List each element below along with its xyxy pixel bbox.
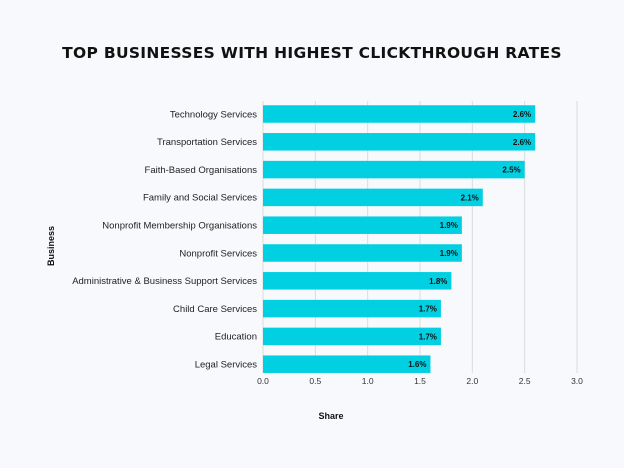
x-tick-label: 1.0	[362, 376, 374, 386]
value-label: 1.7%	[419, 332, 437, 341]
bar	[263, 133, 536, 151]
x-tick-label: 0.5	[309, 376, 321, 386]
value-label: 2.1%	[461, 193, 479, 202]
y-axis-title: Business	[46, 226, 56, 266]
value-label: 2.5%	[502, 166, 520, 175]
bar	[263, 160, 525, 179]
bars	[263, 105, 536, 373]
value-label: 1.9%	[440, 221, 458, 230]
x-tick-label: 3.0	[571, 376, 583, 386]
x-tick-label: 0.0	[257, 376, 269, 386]
bar	[263, 299, 441, 318]
category-label: Education	[215, 332, 257, 343]
value-label: 1.6%	[408, 360, 426, 369]
bar	[263, 355, 431, 373]
category-label: Legal Services	[195, 360, 258, 371]
category-label: Child Care Services	[173, 304, 257, 315]
value-label: 1.9%	[440, 249, 458, 258]
category-label: Nonprofit Services	[179, 248, 257, 259]
labels: 0.0 0.5 1.0 1.5 2.0 2.5 3.0 Technology Services…	[72, 109, 583, 386]
bar	[263, 244, 462, 262]
bar	[263, 272, 452, 290]
bar	[263, 216, 462, 234]
value-label: 1.7%	[419, 305, 437, 314]
x-tick-label: 1.5	[414, 376, 426, 386]
x-tick-label: 2.5	[519, 376, 531, 386]
chart-title: TOP BUSINESSES WITH HIGHEST CLICKTHROUGH…	[62, 44, 562, 62]
value-label: 1.8%	[429, 277, 447, 286]
value-label: 2.6%	[513, 110, 531, 119]
category-label: Faith-Based Organisations	[145, 165, 258, 176]
category-label: Nonprofit Membership Organisations	[102, 221, 257, 232]
x-tick-label: 2.0	[466, 376, 478, 386]
x-axis-title: Share	[318, 411, 343, 421]
category-label: Family and Social Services	[143, 193, 257, 204]
value-label: 2.6%	[513, 138, 531, 147]
bar	[263, 327, 441, 346]
category-label: Transportation Services	[157, 137, 257, 148]
category-label: Administrative & Business Support Servic…	[72, 276, 257, 287]
bar	[263, 105, 536, 123]
category-label: Technology Services	[170, 109, 257, 120]
bar	[263, 188, 483, 207]
